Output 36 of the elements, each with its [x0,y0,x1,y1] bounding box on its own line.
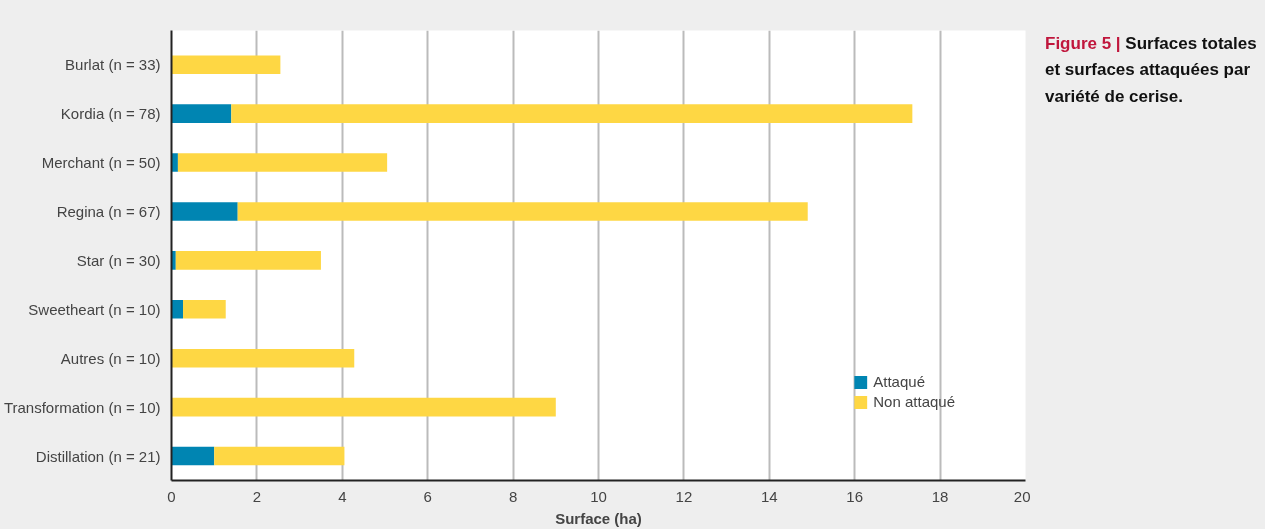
x-tick-label: 16 [846,487,864,505]
y-tick-label: Burlat (n = 33) [65,56,161,74]
x-tick-label: 2 [252,487,262,505]
bar [171,202,238,221]
bar [177,153,388,172]
bar [171,104,232,123]
text: Figure 5 | Surfaces totales et surfaces attaquées par variété de cerise. [1045,33,1258,108]
y-tick-label: Autres (n = 10) [60,349,161,367]
x-tick-label: 4 [338,487,347,505]
y-tick-label: Star (n = 30) [76,251,161,269]
x-tick-label: 0 [167,487,176,505]
x-tick-label: 12 [675,487,693,505]
bar [171,397,556,417]
bar [231,104,913,123]
legend-label: Non attaqué [873,393,955,410]
bar [183,300,226,319]
x-tick-label: 18 [931,487,949,505]
bar [237,202,808,221]
bar [175,251,321,270]
x-tick-label: 10 [590,487,607,505]
x-tick-label: 14 [760,487,778,505]
x-axis-title: Surface (ha) [555,509,642,527]
y-tick-label: Distillation (n = 21) [35,447,161,465]
legend-label: Attaqué [873,373,925,390]
y-tick-label: Regina (n = 67) [56,202,161,220]
y-tick-label: Kordia (n = 78) [60,105,161,123]
bar [171,55,281,75]
bar [171,348,355,368]
x-tick-label: 20 [1013,487,1031,505]
bar [214,446,345,466]
y-tick-label: Merchant (n = 50) [41,154,161,172]
x-tick-label: 8 [508,487,518,505]
y-tick-label: Transformation (n = 10) [3,398,161,416]
x-tick-label: 6 [423,487,432,505]
bar [171,446,215,466]
y-tick-label: Sweetheart (n = 10) [28,300,161,318]
